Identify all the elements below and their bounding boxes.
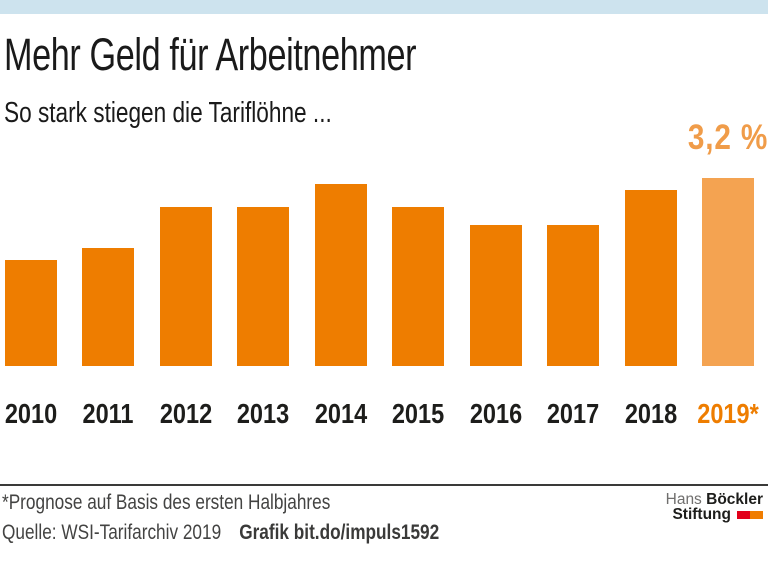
bar-2010 bbox=[5, 260, 57, 366]
x-axis-label-2012: 2012 bbox=[159, 398, 213, 429]
x-axis-label-2019*: 2019* bbox=[697, 398, 759, 429]
logo-red-square bbox=[737, 511, 750, 519]
x-axis-label-2017: 2017 bbox=[546, 398, 600, 429]
bar-2015 bbox=[392, 207, 445, 366]
bar-2013 bbox=[237, 207, 290, 366]
x-axis-label-2015: 2015 bbox=[392, 398, 445, 429]
bar-2016 bbox=[469, 225, 522, 366]
logo-line-1: Hans Böckler bbox=[665, 491, 763, 508]
logo-orange-square bbox=[750, 511, 763, 519]
hans-boeckler-stiftung-logo: Hans Böckler Stiftung bbox=[666, 492, 763, 522]
source-row: Quelle: WSI-Tarifarchiv 2019 Grafik bit.… bbox=[2, 522, 439, 543]
x-axis-label-2013: 2013 bbox=[237, 398, 290, 429]
footnote: *Prognose auf Basis des ersten Halbjahre… bbox=[2, 491, 331, 514]
x-axis-label-2016: 2016 bbox=[469, 398, 522, 429]
page-subtitle: So stark stiegen die Tariflöhne ... bbox=[4, 97, 332, 129]
top-accent-bar bbox=[0, 0, 768, 14]
bar-2017 bbox=[547, 225, 600, 366]
page-title: Mehr Geld für Arbeitnehmer bbox=[4, 29, 417, 80]
bar-2011 bbox=[82, 248, 135, 366]
logo-color-squares bbox=[737, 507, 763, 522]
bar-2019* bbox=[702, 178, 755, 366]
value-annotation: 3,2 % bbox=[687, 118, 768, 157]
footer-divider bbox=[0, 484, 768, 486]
logo-stiftung: Stiftung bbox=[672, 506, 731, 523]
logo-hans: Hans bbox=[665, 491, 702, 508]
x-axis-label-2018: 2018 bbox=[624, 398, 677, 429]
bar-2018 bbox=[624, 190, 677, 366]
logo-boeckler: Böckler bbox=[706, 491, 763, 508]
x-axis-label-2011: 2011 bbox=[82, 398, 134, 429]
x-axis-label-2010: 2010 bbox=[4, 398, 58, 429]
logo-line-2: Stiftung bbox=[666, 507, 763, 522]
credit-text: Grafik bit.do/impuls1592 bbox=[239, 521, 440, 544]
source-text: Quelle: WSI-Tarifarchiv 2019 bbox=[2, 521, 222, 544]
bar-2014 bbox=[314, 184, 367, 366]
bar-2012 bbox=[159, 207, 212, 366]
x-axis-label-2014: 2014 bbox=[314, 398, 367, 429]
